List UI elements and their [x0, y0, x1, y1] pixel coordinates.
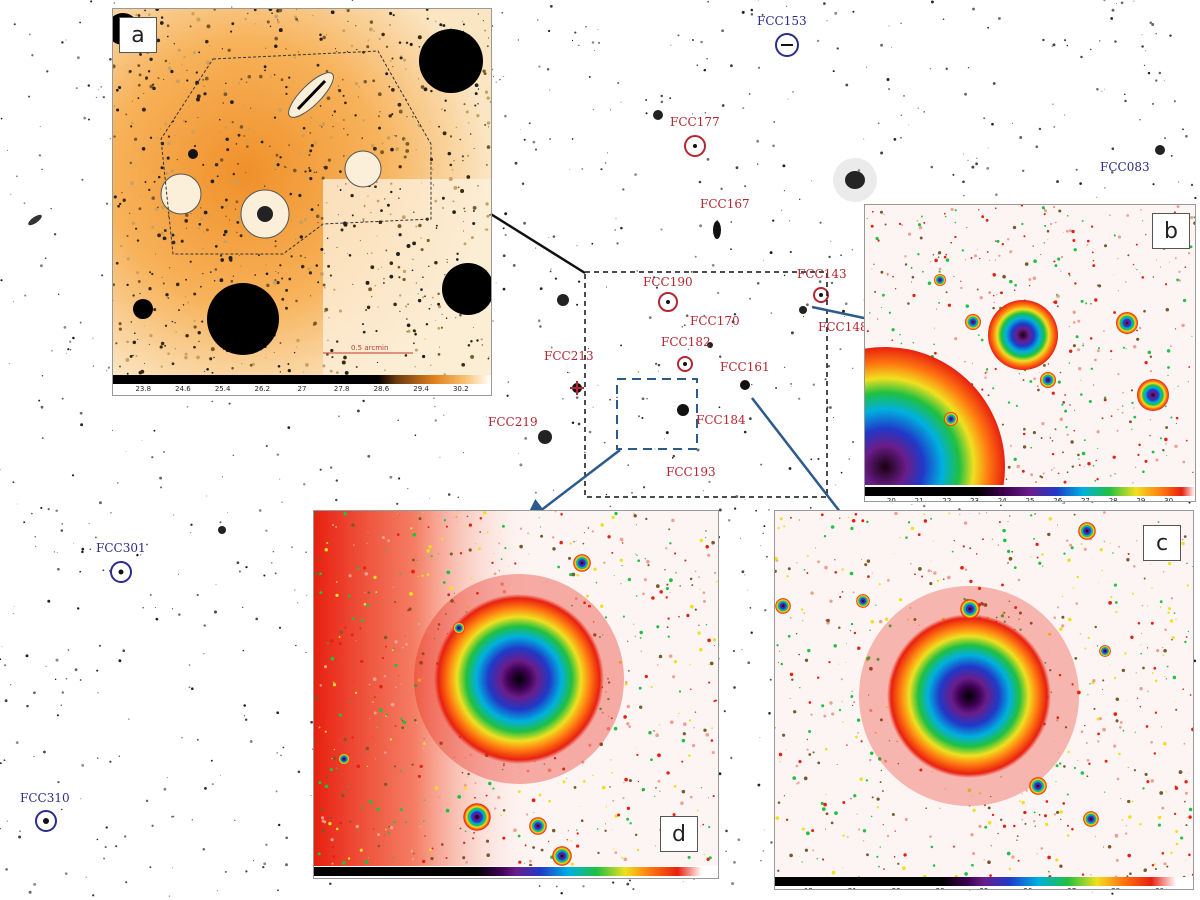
colorbar-tick: 30 [1164, 497, 1174, 502]
arrow-to-panel-d [523, 449, 621, 525]
label-fcc153: FCC153 [757, 14, 807, 28]
colorbar-tick: 30.2 [452, 385, 469, 393]
colorbar-tick: 19 [804, 887, 813, 889]
panel-b: b 20 21 22 23 24 25 26 27 28 29 30 [864, 204, 1196, 502]
colorbar-tick: 27 [1080, 497, 1090, 502]
colorbar-tick: 28 [639, 877, 648, 878]
panel-d-letter: d [660, 816, 698, 852]
label-fcc148: FCC148 [818, 320, 868, 334]
colorbar-tick: 25 [1025, 497, 1035, 502]
colorbar-tick: 22 [892, 887, 901, 889]
colorbar-tick: 23 [936, 887, 945, 889]
panel-d: d 19 21 22 23 25 26 27 28 30 [313, 510, 719, 879]
panel-c-colorbar: 19 21 22 23 25 26 27 28 30 [775, 877, 1193, 889]
panel-c: c 19 21 22 23 25 26 27 28 30 [774, 510, 1194, 890]
label-fcc161: FCC161 [720, 360, 770, 374]
colorbar-tick: 19 [342, 877, 351, 878]
colorbar-tick: 23 [970, 497, 980, 502]
label-fcc213: FCC213 [544, 349, 594, 363]
colorbar-tick: 25 [980, 887, 989, 889]
panel-d-colorbar: 19 21 22 23 25 26 27 28 30 [314, 867, 718, 878]
label-fcc301: FCC301 [96, 541, 146, 555]
colorbar-tick: 21 [914, 497, 924, 502]
label-fcc167: FCC167 [700, 197, 750, 211]
colorbar-tick: 27 [1067, 887, 1076, 889]
colorbar-tick: 21 [848, 887, 857, 889]
outer-dashed-region [584, 271, 828, 498]
colorbar-tick: 29 [1136, 497, 1146, 502]
panel-a: 0.5 arcmin a 23.8 24.6 25.4 26.2 27 27.8 28.6 2… [112, 8, 492, 396]
colorbar-tick: 27 [297, 385, 307, 393]
panel-b-letter: b [1152, 213, 1190, 249]
label-fcc143: FCC143 [797, 267, 847, 281]
panel-b-colorbar: 20 21 22 23 24 25 26 27 28 29 30 [865, 487, 1195, 502]
colorbar-tick: 29.4 [413, 385, 429, 393]
label-fcc170: FCC170 [690, 314, 740, 328]
colorbar-tick: 28.6 [373, 385, 390, 393]
colorbar-tick: 30 [681, 877, 690, 878]
panel-a-colorbar: 23.8 24.6 25.4 26.2 27 27.8 28.6 29.4 30.2 [113, 375, 491, 395]
colorbar-tick: 27 [596, 877, 605, 878]
colorbar-tick: 25.4 [214, 385, 231, 393]
label-fcc310: FCC310 [20, 791, 70, 805]
panel-a-letter: a [119, 17, 157, 53]
colorbar-tick: 23 [469, 877, 478, 878]
colorbar-tick: 22 [942, 497, 952, 502]
galaxy-markers [35, 33, 829, 832]
colorbar-tick: 28 [1108, 497, 1118, 502]
label-fcc219: FCC219 [488, 415, 538, 429]
colorbar-tick: 24.6 [175, 385, 191, 393]
panel-c-letter: c [1143, 525, 1181, 561]
label-fcc193: FCC193 [666, 465, 716, 479]
colorbar-tick: 28 [1111, 887, 1120, 889]
colorbar-tick: 27.8 [333, 385, 350, 393]
colorbar-tick: 26 [554, 877, 563, 878]
label-fcc177: FCC177 [670, 115, 720, 129]
colorbar-tick: 24 [997, 497, 1007, 502]
colorbar-tick: 26.2 [254, 385, 271, 393]
colorbar-tick: 26 [1023, 887, 1032, 889]
label-fcc184: FCC184 [696, 413, 746, 427]
colorbar-tick: 25 [512, 877, 521, 878]
label-fcc190: FCC190 [643, 275, 693, 289]
colorbar-tick: 21 [384, 877, 393, 878]
colorbar-tick: 23.8 [135, 385, 152, 393]
colorbar-tick: 22 [427, 877, 436, 878]
fcc213-cross [570, 381, 584, 395]
label-fcc083: FCC083 [1100, 160, 1150, 174]
scale-bar-label: 0.5 arcmin [351, 344, 389, 352]
colorbar-tick: 30 [1155, 887, 1164, 889]
label-fcc182: FCC182 [661, 335, 711, 349]
colorbar-tick: 26 [1053, 497, 1063, 502]
colorbar-tick: 20 [886, 497, 896, 502]
